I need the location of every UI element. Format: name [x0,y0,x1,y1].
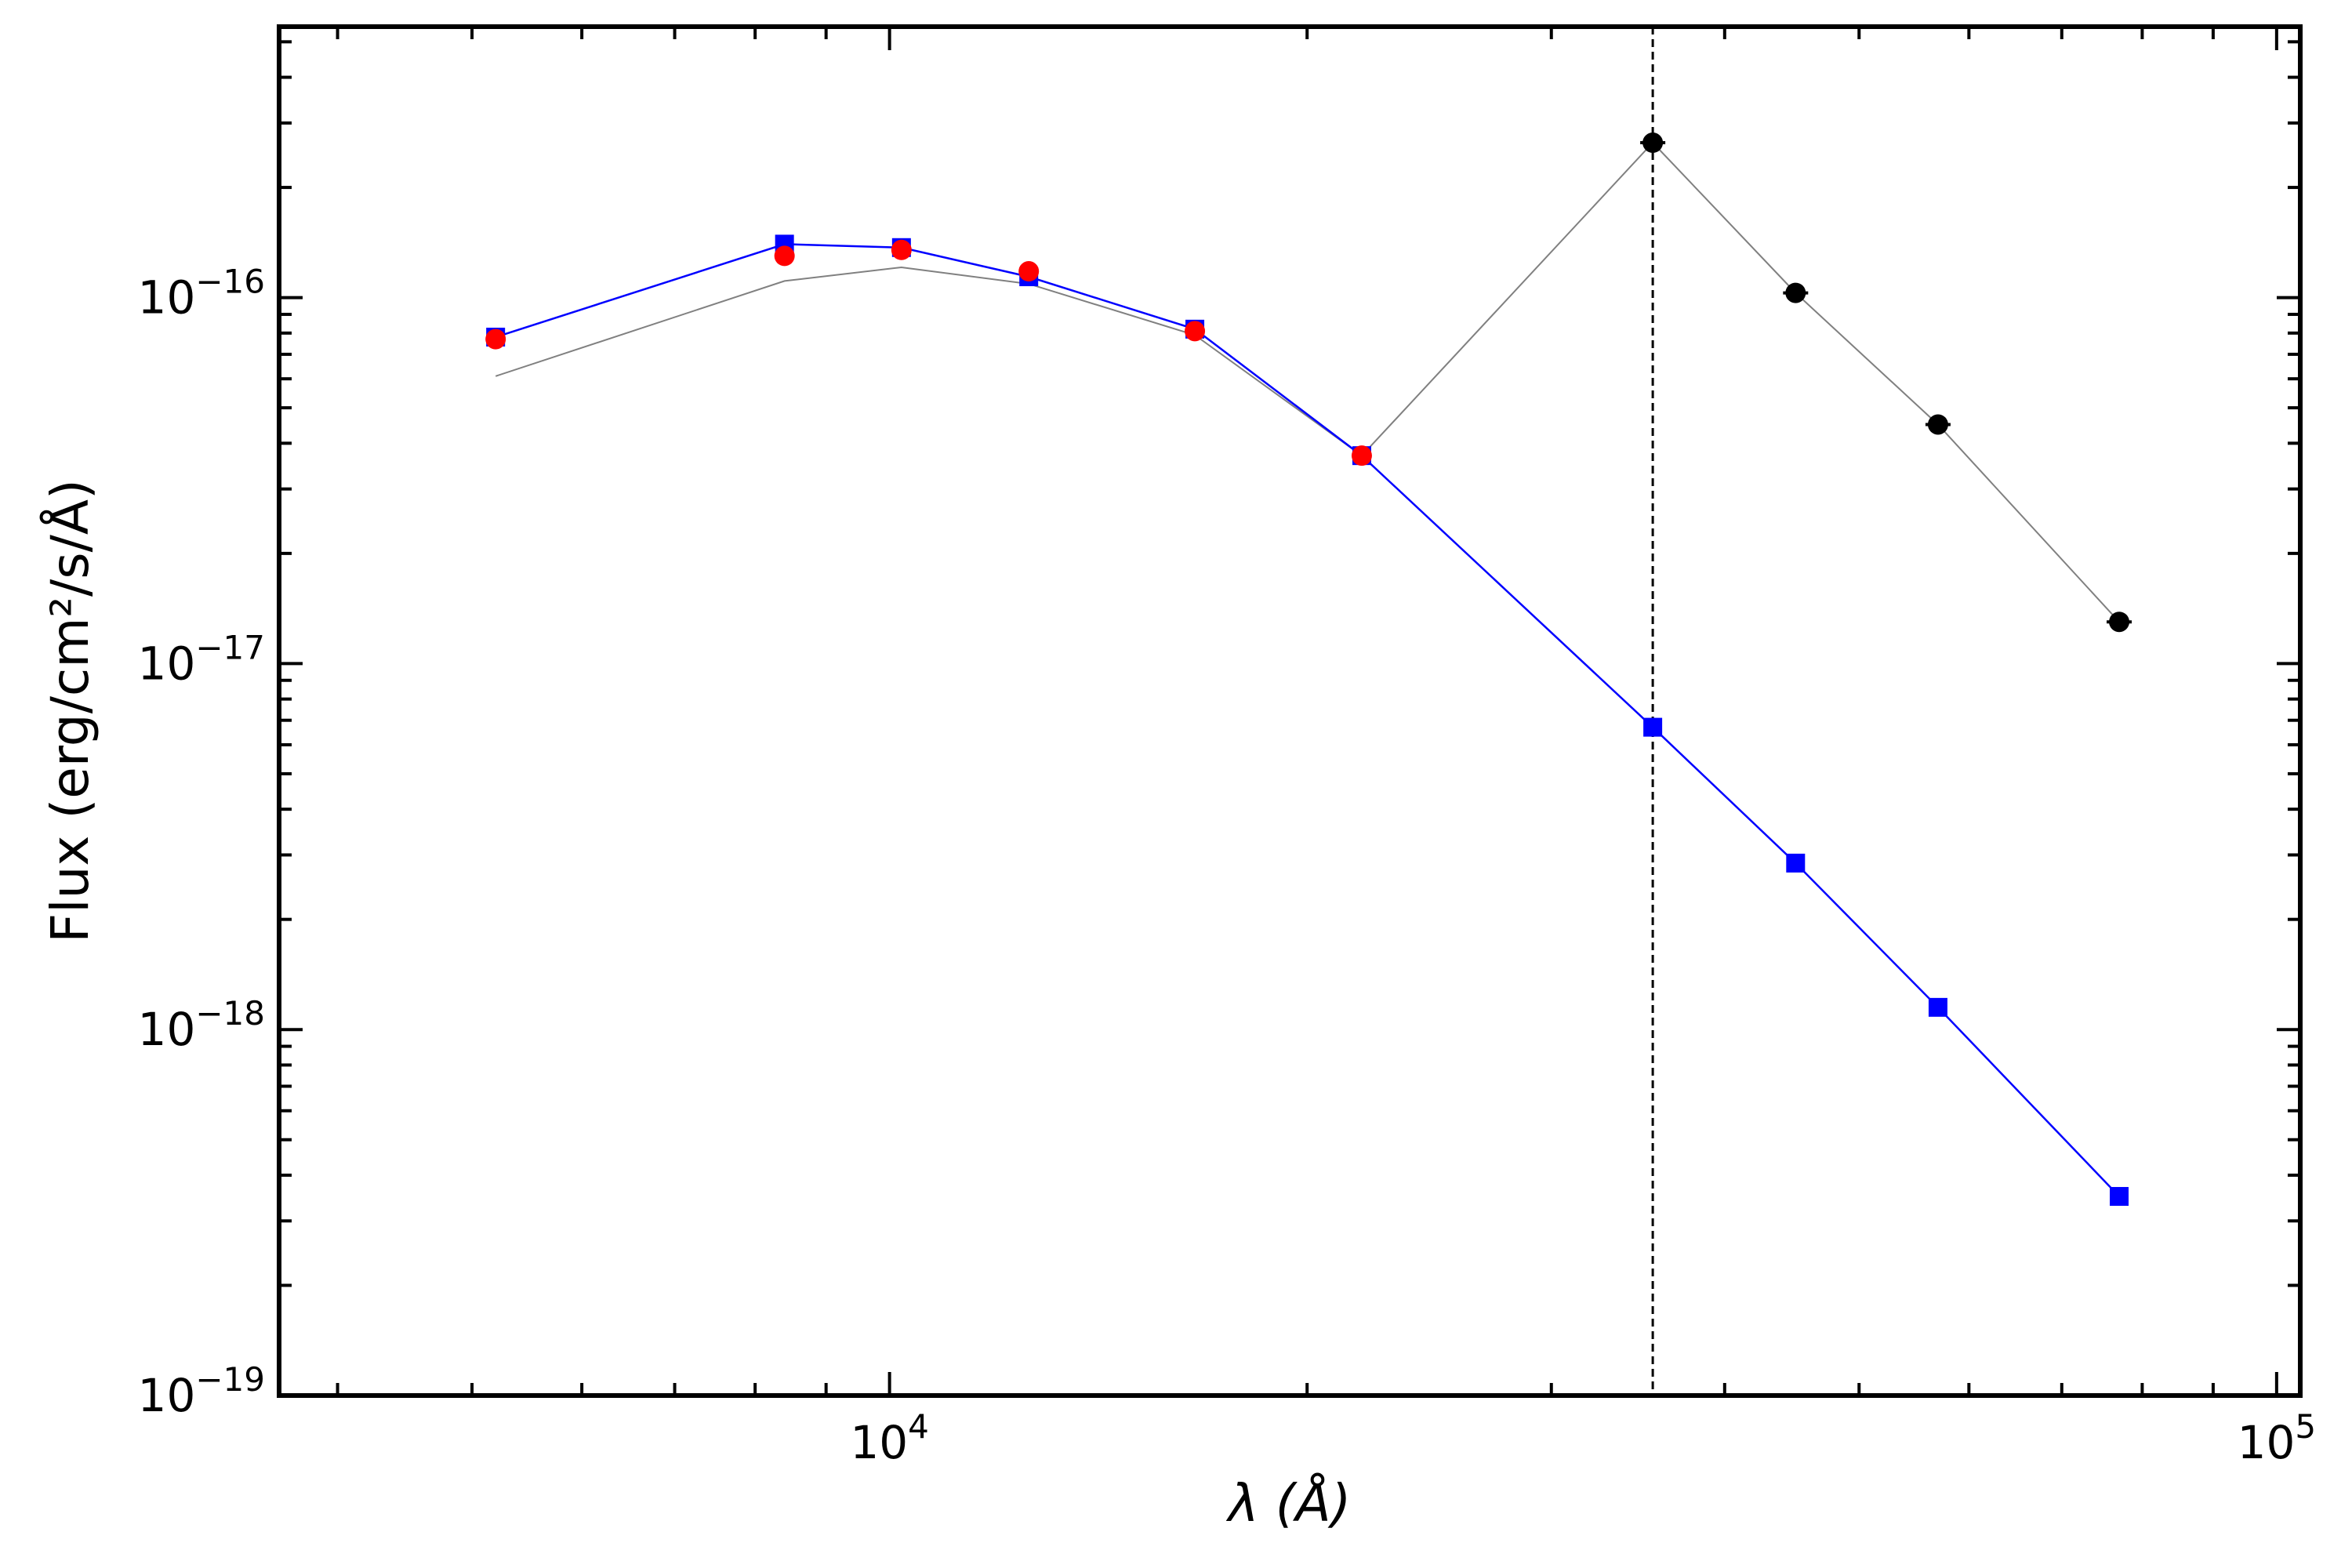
circle-marker [774,245,795,267]
y-axis-label: Flux (erg/cm²/s/Å) [40,479,100,942]
y-tick-label: 10−17 [138,628,265,690]
x-axis-label: λ (Å) [1226,1473,1352,1534]
circle-marker [1642,132,1664,154]
tick-marks [279,27,2300,1397]
circle-marker [1785,282,1806,303]
tick-labels: 104 105 10−19 10−18 10−17 10−16 [138,263,2317,1469]
square-marker [2110,1187,2129,1207]
x-tick-label: 105 [2238,1407,2317,1469]
circle-marker [891,239,912,260]
series-line-1 [495,243,2120,1197]
circle-marker [1018,261,1040,282]
y-tick-label: 10−19 [138,1360,265,1422]
y-tick-label: 10−16 [138,263,265,325]
circle-marker [2109,612,2130,633]
series-markers [485,132,2132,1207]
circle-marker [1351,445,1372,466]
series-lines [495,141,2120,1197]
y-tick-label: 10−18 [138,994,265,1056]
x-tick-label: 104 [850,1407,929,1469]
circle-marker [485,328,506,350]
plot-frame [277,24,2303,1398]
square-marker [1928,997,1947,1017]
circle-marker [1927,414,1948,435]
circle-marker [1185,321,1206,342]
series-line-0 [495,141,2120,622]
square-marker [1643,717,1663,737]
square-marker [1786,853,1806,873]
